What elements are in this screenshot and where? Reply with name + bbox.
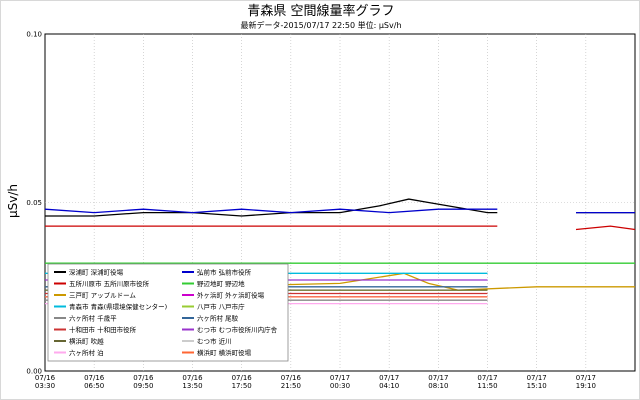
legend-entry-1: 弘前市 弘前市役所	[197, 267, 252, 276]
legend-entry-3: 野辺地町 野辺地	[197, 279, 245, 288]
x-tick-time: 11:50	[477, 382, 497, 390]
series-line-1	[44, 208, 498, 214]
legend-entry-4: 三戸町 アップルドーム	[69, 291, 136, 299]
chart-subtitle: 最新データ-2015/07/17 22:50 単位: μSv/h	[240, 20, 401, 30]
y-tick-label: 0.00	[26, 368, 42, 376]
chart-title: 青森県 空間線量率グラフ	[247, 3, 394, 19]
series-line-2	[575, 225, 636, 231]
x-axis-ticks: 07/1603:3007/1606:5007/1609:5007/1613:50…	[35, 374, 596, 390]
x-tick-date: 07/16	[232, 374, 253, 382]
legend-entry-11: むつ市 むつ市役所川内庁舎	[197, 325, 278, 334]
x-tick-date: 07/16	[281, 374, 302, 382]
legend-entry-14: 六ヶ所村 泊	[69, 348, 104, 357]
x-tick-date: 07/17	[527, 374, 547, 382]
y-tick-label: 0.10	[26, 31, 42, 39]
y-tick-label: 0.05	[26, 199, 42, 207]
x-tick-time: 08:10	[428, 382, 448, 390]
x-tick-time: 06:50	[84, 382, 104, 390]
legend-entry-9: 六ヶ所村 尾駮	[197, 313, 239, 322]
legend-entry-0: 深浦町 深浦町役場	[69, 267, 124, 276]
legend-entry-6: 青森市 青森(県環境保健センター)	[69, 302, 167, 311]
y-axis-ticks: 0.00 0.05 0.10	[26, 31, 42, 376]
x-tick-time: 21:50	[281, 382, 301, 390]
x-tick-date: 07/16	[182, 374, 203, 382]
x-tick-time: 03:30	[35, 382, 55, 390]
legend-entry-15: 横浜町 横浜町役場	[197, 348, 252, 357]
legend-entry-8: 六ヶ所村 千歳平	[69, 313, 117, 322]
x-tick-time: 17:50	[232, 382, 252, 390]
legend-entry-12: 横浜町 吹越	[69, 336, 104, 345]
x-tick-date: 07/16	[133, 374, 154, 382]
legend-entry-7: 八戸市 八戸市庁	[197, 302, 245, 311]
series-line-0	[45, 198, 498, 217]
legend-entry-10: 十和田市 十和田市役所	[69, 325, 137, 334]
x-tick-date: 07/17	[330, 374, 350, 382]
legend-entry-13: むつ市 近川	[197, 336, 232, 345]
x-tick-time: 00:30	[330, 382, 350, 390]
legend-box	[47, 263, 289, 362]
x-tick-date: 07/17	[477, 374, 497, 382]
y-axis-label: μSv/h	[6, 184, 20, 218]
x-tick-date: 07/17	[428, 374, 448, 382]
x-tick-time: 19:10	[576, 382, 596, 390]
x-tick-time: 15:10	[527, 382, 547, 390]
legend-entry-5: 外ヶ浜町 外ヶ浜町役場	[197, 290, 265, 299]
legend-entry-2: 五所川原市 五所川原市役所	[69, 279, 150, 288]
x-tick-time: 13:50	[182, 382, 202, 390]
x-tick-date: 07/16	[84, 374, 105, 382]
x-tick-time: 04:10	[379, 382, 399, 390]
x-tick-date: 07/17	[576, 374, 596, 382]
x-tick-date: 07/16	[35, 374, 56, 382]
x-tick-time: 09:50	[133, 382, 153, 390]
grid-lines	[45, 34, 635, 371]
x-tick-date: 07/17	[379, 374, 399, 382]
